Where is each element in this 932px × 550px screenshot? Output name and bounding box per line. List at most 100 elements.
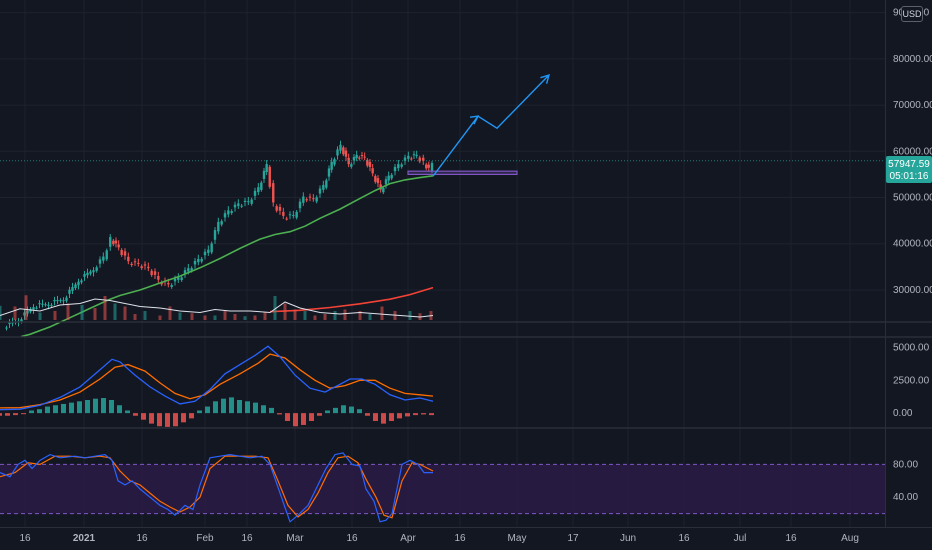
volume-bar: [253, 315, 257, 320]
candle-body: [77, 281, 80, 286]
projection-peak-arrowhead: [469, 115, 480, 125]
macd-histogram-bar: [0, 413, 2, 416]
x-axis-tick-label: Apr: [400, 533, 416, 544]
macd-histogram-bar: [21, 413, 26, 415]
candle-body: [32, 307, 35, 310]
candle-body: [160, 282, 163, 285]
volume-bar: [38, 312, 42, 320]
macd-histogram-bar: [309, 413, 314, 421]
moving-average-red-line: [269, 286, 434, 313]
x-axis-tick-label: Aug: [841, 533, 859, 544]
candle-body: [268, 166, 271, 187]
x-axis-tick-label: Jul: [734, 533, 747, 544]
x-axis-tick-label: 16: [346, 533, 358, 544]
candle-body: [374, 176, 377, 182]
x-axis-tick-label: Mar: [286, 533, 304, 544]
candle-body: [157, 276, 160, 280]
macd-histogram-bar: [301, 413, 306, 425]
y-axis-tick-label: 30000.00: [893, 285, 932, 296]
candle-body: [339, 144, 342, 151]
macd-histogram-bar: [165, 413, 170, 427]
candle-body: [384, 179, 388, 185]
macd-histogram-bar: [261, 405, 266, 414]
projection-path-line[interactable]: [432, 74, 550, 177]
candle-body: [50, 304, 53, 306]
candle-body: [288, 214, 292, 216]
candle-body: [327, 168, 331, 177]
candle-body: [147, 266, 150, 269]
candle-body: [95, 267, 98, 271]
candle-body: [403, 157, 407, 161]
macd-histogram-bar: [237, 400, 242, 414]
candle-body: [305, 199, 308, 201]
candle-body: [207, 249, 210, 253]
candle-body: [350, 164, 353, 167]
candle-body: [312, 198, 315, 200]
candle-body: [233, 204, 237, 208]
stoch-rsi-band: [0, 464, 885, 514]
candle-body: [265, 164, 268, 173]
macd-histogram-bar: [341, 405, 346, 414]
candle-body: [133, 261, 137, 263]
macd-histogram-bar: [141, 413, 146, 420]
stoch-rsi-pane[interactable]: [0, 452, 885, 523]
candle-body: [227, 210, 230, 215]
candle-body: [38, 303, 41, 305]
support-zone-rectangle[interactable]: [407, 170, 518, 175]
macd-histogram-bar: [421, 413, 426, 415]
macd-histogram-bar: [365, 413, 370, 416]
candle-body: [193, 260, 197, 265]
candlesticks: [5, 140, 434, 331]
macd-histogram-bar: [53, 405, 58, 414]
candle-body: [393, 166, 397, 172]
y-axis-tick-label: 0.00: [893, 408, 913, 419]
volume-bar: [53, 311, 57, 320]
candle-body: [285, 218, 288, 220]
volume-bar: [283, 303, 287, 320]
volume-bar: [190, 313, 194, 320]
macd-histogram-bar: [93, 398, 98, 414]
candle-body: [355, 154, 358, 159]
volume-bar: [178, 312, 182, 320]
volume-bar: [168, 306, 172, 320]
candle-body: [112, 240, 115, 245]
candle-body: [282, 211, 285, 216]
candle-body: [360, 155, 364, 157]
candle-body: [250, 199, 253, 204]
last-price-label: 57947.59: [888, 159, 930, 170]
volume-bar: [323, 314, 327, 320]
candle-body: [422, 157, 425, 161]
macd-pane[interactable]: [0, 345, 434, 427]
macd-histogram-bar: [13, 413, 18, 416]
candle-body: [200, 258, 203, 262]
candle-body: [415, 154, 418, 156]
candle-body: [278, 206, 282, 211]
price-pane[interactable]: [0, 73, 885, 338]
x-axis[interactable]: 16 2021 16 Feb 16 Mar 16 Apr 16 May 17 Jun 16 Jul 16 Au…: [19, 533, 858, 544]
macd-histogram-bar: [373, 413, 378, 421]
macd-histogram-bar: [29, 410, 34, 414]
candle-body: [153, 271, 157, 275]
candle-body: [308, 196, 312, 198]
candle-body: [71, 287, 74, 291]
y-axis-tick-label: 2500.00: [893, 375, 930, 386]
candle-body: [292, 214, 295, 216]
macd-histogram-bar: [117, 405, 122, 414]
candle-body: [140, 266, 143, 269]
candle-body: [47, 304, 50, 306]
x-axis-tick-label: 16: [19, 533, 31, 544]
macd-histogram-bar: [173, 413, 178, 427]
currency-button[interactable]: USD: [901, 6, 923, 22]
y-axis-tick-label: 50000.00: [893, 193, 932, 204]
candle-body: [223, 213, 227, 218]
x-axis-tick-label: 2021: [73, 533, 96, 544]
macd-histogram-bar: [205, 406, 210, 414]
candle-body: [344, 150, 348, 157]
candle-body: [68, 289, 71, 294]
volume-bar: [80, 305, 84, 320]
candle-body: [253, 190, 257, 196]
y-axis-tick-label: 40.00: [893, 492, 918, 503]
candle-body: [20, 319, 23, 322]
volume-bar: [343, 309, 347, 320]
